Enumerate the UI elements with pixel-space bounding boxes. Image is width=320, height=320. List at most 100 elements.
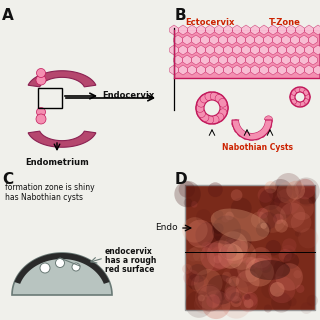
- Polygon shape: [273, 35, 281, 45]
- Circle shape: [72, 263, 80, 271]
- Circle shape: [191, 275, 209, 293]
- Circle shape: [251, 247, 272, 268]
- Polygon shape: [224, 25, 232, 35]
- Circle shape: [234, 124, 242, 133]
- Circle shape: [275, 263, 303, 291]
- Circle shape: [252, 132, 261, 140]
- Circle shape: [295, 179, 316, 199]
- Polygon shape: [278, 65, 286, 75]
- Bar: [185, 185, 315, 310]
- Circle shape: [223, 238, 248, 264]
- Circle shape: [303, 90, 309, 95]
- Circle shape: [174, 181, 201, 207]
- Polygon shape: [210, 55, 218, 65]
- Polygon shape: [188, 65, 196, 75]
- Circle shape: [222, 272, 231, 282]
- Circle shape: [300, 87, 305, 92]
- Circle shape: [226, 240, 256, 270]
- Circle shape: [215, 290, 226, 301]
- Circle shape: [230, 292, 242, 304]
- Circle shape: [214, 210, 224, 220]
- Circle shape: [293, 178, 320, 204]
- Circle shape: [255, 255, 271, 271]
- Circle shape: [196, 279, 206, 289]
- Circle shape: [202, 290, 230, 319]
- Circle shape: [290, 94, 295, 100]
- Circle shape: [228, 276, 239, 287]
- Bar: [38, 88, 62, 108]
- Circle shape: [295, 87, 300, 92]
- Polygon shape: [179, 45, 187, 55]
- Circle shape: [274, 189, 300, 215]
- Circle shape: [271, 292, 292, 313]
- Circle shape: [213, 255, 222, 263]
- Polygon shape: [309, 55, 317, 65]
- Circle shape: [295, 92, 305, 102]
- Polygon shape: [300, 35, 308, 45]
- Circle shape: [279, 249, 292, 262]
- Circle shape: [221, 214, 229, 222]
- Polygon shape: [260, 45, 268, 55]
- Circle shape: [196, 222, 221, 248]
- Polygon shape: [233, 45, 241, 55]
- Polygon shape: [12, 253, 112, 295]
- Circle shape: [36, 68, 45, 77]
- Circle shape: [260, 212, 277, 229]
- Text: Endocervix: Endocervix: [102, 92, 154, 100]
- Circle shape: [240, 252, 252, 263]
- Polygon shape: [237, 35, 245, 45]
- Polygon shape: [28, 71, 96, 87]
- Circle shape: [245, 257, 258, 269]
- Circle shape: [307, 295, 318, 306]
- Text: Nabothian Cysts: Nabothian Cysts: [222, 143, 293, 152]
- Polygon shape: [296, 45, 304, 55]
- Circle shape: [225, 212, 234, 220]
- Polygon shape: [282, 35, 290, 45]
- Polygon shape: [174, 35, 182, 45]
- Circle shape: [226, 277, 232, 284]
- Circle shape: [300, 101, 305, 107]
- Circle shape: [298, 228, 318, 248]
- Circle shape: [298, 188, 316, 206]
- Polygon shape: [305, 65, 313, 75]
- Circle shape: [291, 99, 297, 104]
- Polygon shape: [309, 35, 317, 45]
- Circle shape: [231, 189, 243, 201]
- Circle shape: [284, 249, 294, 259]
- Polygon shape: [242, 25, 250, 35]
- Polygon shape: [287, 45, 295, 55]
- Polygon shape: [201, 55, 209, 65]
- Text: Endo: Endo: [156, 223, 178, 233]
- Circle shape: [282, 238, 297, 253]
- Circle shape: [269, 197, 292, 220]
- Circle shape: [210, 115, 219, 124]
- Polygon shape: [260, 25, 268, 35]
- Text: Ectocervix: Ectocervix: [185, 18, 235, 27]
- Circle shape: [260, 223, 267, 229]
- Polygon shape: [314, 25, 320, 35]
- Polygon shape: [188, 45, 196, 55]
- Polygon shape: [206, 45, 214, 55]
- Circle shape: [280, 203, 305, 228]
- Polygon shape: [192, 55, 200, 65]
- Circle shape: [212, 215, 241, 244]
- Polygon shape: [242, 45, 250, 55]
- Polygon shape: [269, 45, 277, 55]
- Polygon shape: [224, 45, 232, 55]
- Circle shape: [225, 278, 248, 301]
- Circle shape: [219, 98, 227, 107]
- Circle shape: [207, 240, 235, 269]
- Circle shape: [286, 181, 305, 200]
- Circle shape: [36, 75, 46, 85]
- Circle shape: [205, 92, 214, 101]
- Polygon shape: [287, 65, 295, 75]
- Circle shape: [182, 264, 192, 274]
- Polygon shape: [28, 131, 96, 147]
- Circle shape: [186, 220, 214, 248]
- Circle shape: [179, 181, 195, 198]
- Circle shape: [261, 126, 269, 134]
- Circle shape: [196, 209, 211, 224]
- Circle shape: [208, 182, 223, 197]
- Polygon shape: [232, 120, 272, 140]
- Circle shape: [191, 201, 197, 208]
